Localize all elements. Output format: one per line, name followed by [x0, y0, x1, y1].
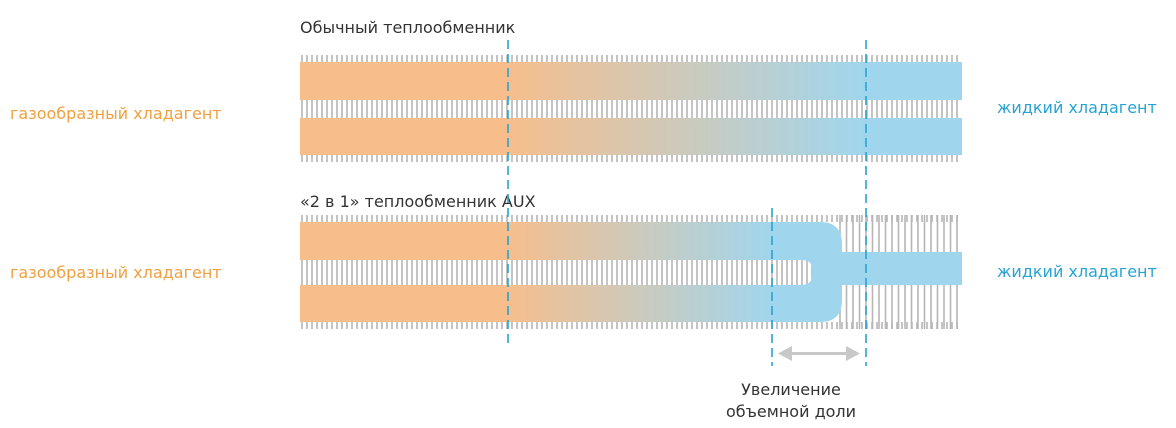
conventional-title: Обычный теплообменник	[300, 18, 516, 37]
double-arrow-icon	[778, 346, 860, 361]
aux-liquid-label: жидкий хладагент	[997, 262, 1157, 281]
conventional-gas-label: газообразный хладагент	[10, 104, 222, 123]
caption-line-2: объемной доли	[725, 402, 857, 421]
volume-increase-caption: Увеличение объемной доли	[706, 379, 876, 423]
conventional-liquid-label: жидкий хладагент	[997, 98, 1157, 117]
fin-ticks	[301, 55, 958, 329]
aux-gas-label: газообразный хладагент	[10, 263, 222, 282]
conventional-tube-top	[300, 62, 962, 100]
conventional-tube-bottom	[300, 118, 962, 155]
aux-tube-uband	[300, 222, 962, 322]
aux-title: «2 в 1» теплообменник AUX	[300, 192, 536, 211]
caption-line-1: Увеличение	[741, 380, 841, 399]
